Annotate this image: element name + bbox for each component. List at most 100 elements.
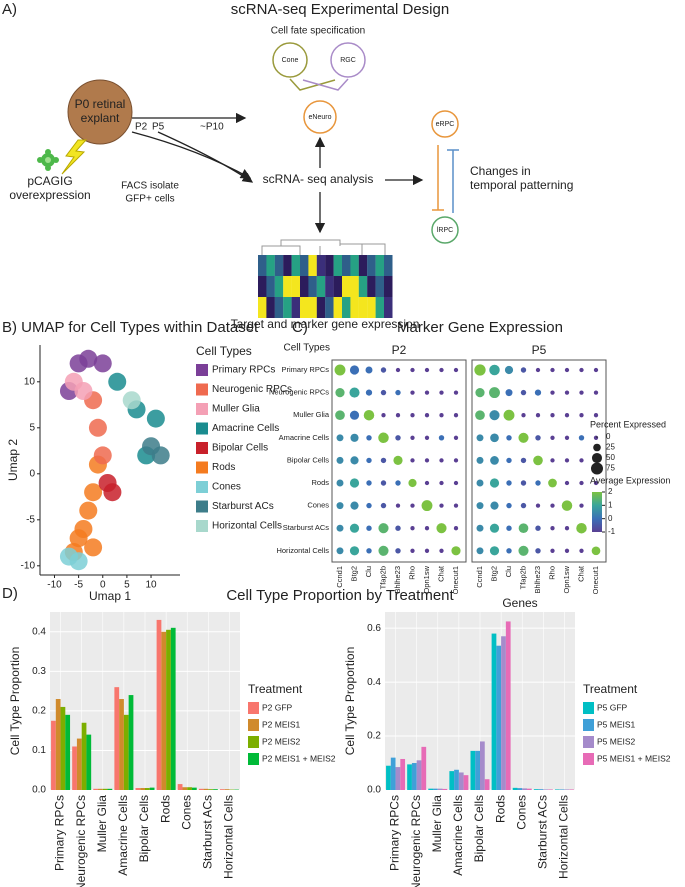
y-axis-label: Umap 2: [6, 439, 20, 481]
row-label: Amacrine Cells: [279, 433, 330, 442]
dot: [593, 390, 599, 395]
inhibition: [447, 149, 459, 213]
heatmap-cell: [375, 255, 385, 276]
dot: [410, 503, 415, 508]
dot: [349, 365, 360, 375]
dot: [490, 501, 499, 510]
heatmap-cell: [258, 297, 267, 318]
legend-swatch: [196, 422, 208, 435]
dot: [424, 526, 430, 531]
y-tick-label: 0.4: [367, 677, 381, 688]
dot: [439, 390, 444, 395]
bar: [114, 687, 120, 790]
row-label: Horizontal Cells: [276, 546, 329, 555]
heatmap-cell: [316, 297, 326, 318]
legend-title: Treatment: [583, 682, 638, 696]
dot: [424, 435, 430, 440]
color-bar: [592, 492, 602, 532]
dot: [520, 367, 527, 373]
legend-swatch: [583, 702, 594, 714]
dot: [476, 547, 484, 555]
bar: [559, 789, 565, 790]
legend-title: Treatment: [248, 682, 303, 696]
dot: [535, 503, 541, 508]
heatmap-cell: [325, 297, 334, 318]
dot: [366, 548, 372, 554]
color-tick-label: 1: [608, 500, 613, 509]
gene-label: Clu: [504, 566, 513, 577]
label: P2: [135, 122, 148, 133]
x-axis-label: Genes: [502, 596, 537, 610]
bar: [208, 789, 214, 790]
row-label: Bipolar Cells: [287, 455, 329, 464]
dot: [520, 457, 527, 464]
dot: [410, 435, 415, 440]
dot: [424, 548, 430, 553]
inhibition: [289, 78, 336, 91]
heatmap-cell: [350, 276, 359, 297]
dot: [504, 365, 514, 375]
bar: [475, 750, 480, 790]
label: ~P10: [200, 122, 224, 133]
label: Cell fate specification: [271, 26, 366, 37]
heatmap-cell: [266, 276, 275, 297]
cone-cell: [272, 42, 308, 78]
dot: [489, 546, 500, 556]
legend-label: Amacrine Cells: [212, 423, 279, 434]
umap-point: [84, 538, 103, 557]
dot: [336, 479, 344, 487]
y-tick-label: 0.1: [32, 745, 46, 756]
erpc-cell: [431, 110, 459, 138]
dot: [424, 413, 430, 418]
bar: [548, 789, 553, 790]
dot: [336, 502, 344, 510]
x-tick-label: -5: [74, 580, 83, 591]
dot: [535, 435, 541, 441]
panel-a: A) scRNA-seq Experimental Design Cell fa…: [2, 1, 573, 331]
dot: [378, 523, 389, 534]
bar: [203, 788, 209, 790]
y-tick-label: 0.0: [32, 785, 46, 796]
heatmap-cell: [300, 276, 309, 297]
heatmap-cell: [384, 255, 393, 276]
gene-label: Btg2: [489, 566, 498, 581]
dot: [474, 364, 486, 376]
chart-title: Marker Gene Expression: [397, 319, 563, 336]
heatmap-cell: [350, 255, 359, 276]
label: GFP+ cells: [125, 194, 174, 205]
y-tick-label: 0.3: [32, 666, 46, 677]
bar: [454, 769, 459, 790]
dot: [410, 390, 415, 395]
bar: [123, 714, 129, 790]
x-tick-label: Starburst ACs: [536, 795, 550, 869]
x-tick-label: Bipolar Cells: [472, 795, 486, 862]
dot: [349, 410, 360, 420]
dot: [366, 457, 372, 464]
label: P5: [152, 122, 165, 133]
dot: [476, 524, 484, 532]
dot: [453, 526, 459, 531]
y-tick-label: 0: [29, 468, 35, 479]
size-key: [596, 436, 598, 438]
dot: [535, 525, 541, 531]
dot: [579, 503, 584, 508]
bar: [522, 788, 527, 790]
dot: [395, 435, 401, 441]
dot: [550, 390, 555, 395]
dot: [395, 525, 401, 531]
heatmap-cell: [258, 255, 267, 276]
label: Changes in: [470, 164, 531, 178]
dot: [521, 413, 526, 418]
inhibition: [432, 145, 444, 211]
dot: [490, 456, 499, 465]
rgc-cell: [330, 42, 366, 78]
y-axis-label: Cell Type Proportion: [8, 647, 22, 756]
x-tick-label: Cones: [514, 795, 528, 830]
gene-label: Ccnd1: [335, 566, 344, 588]
bar: [140, 788, 145, 790]
dot: [439, 503, 444, 508]
heatmap-cell: [283, 297, 292, 318]
dot: [366, 502, 372, 509]
bar: [386, 765, 391, 790]
dot: [593, 367, 599, 373]
